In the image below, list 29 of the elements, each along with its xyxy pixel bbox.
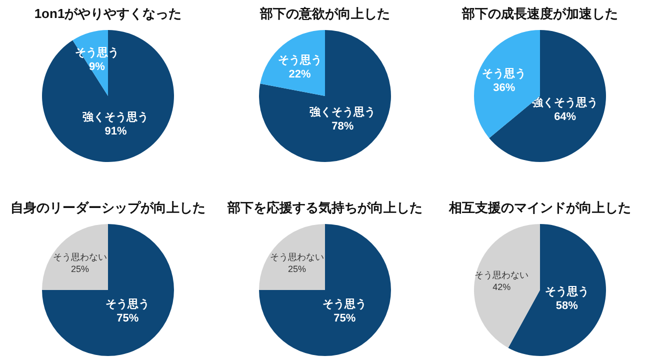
data-label: 75% [116,312,139,325]
data-label: 91% [104,126,127,138]
chart-title: 自身のリーダーシップが向上した [10,200,206,215]
data-label: 22% [288,68,311,80]
data-label: 78% [332,120,354,132]
slice-label: 強くそう思う [310,105,376,118]
slice-label: そう思わない [270,252,324,262]
slice-label: 強くそう思う [82,110,149,124]
slice-label: そう思う [544,286,589,298]
slice-label: そう思う [106,298,150,311]
slice-label: そう思わない [474,270,529,280]
data-label: 25% [288,264,306,274]
slice-label: そう思う [278,54,322,66]
data-label: 58% [556,300,578,312]
data-label: 42% [492,282,511,292]
data-label: 25% [70,264,90,274]
slice-label: そう思う [322,298,367,311]
slice-label: そう思う [482,68,526,80]
chart-title: 部下の意欲が向上した [259,6,390,21]
data-label: 36% [493,82,516,94]
chart-title: 部下を応援する気持ちが向上した [226,200,422,215]
data-label: 75% [334,312,356,325]
slice-label: そう思う [74,46,119,59]
data-label: 9% [89,60,106,73]
slice-label: そう思わない [53,252,107,262]
chart-title: 1on1がやりやすくなった [34,6,182,21]
chart-title: 部下の成長速度が加速した [461,6,618,21]
data-label: 64% [554,110,576,123]
chart-title: 相互支援のマインドが向上した [448,200,631,215]
